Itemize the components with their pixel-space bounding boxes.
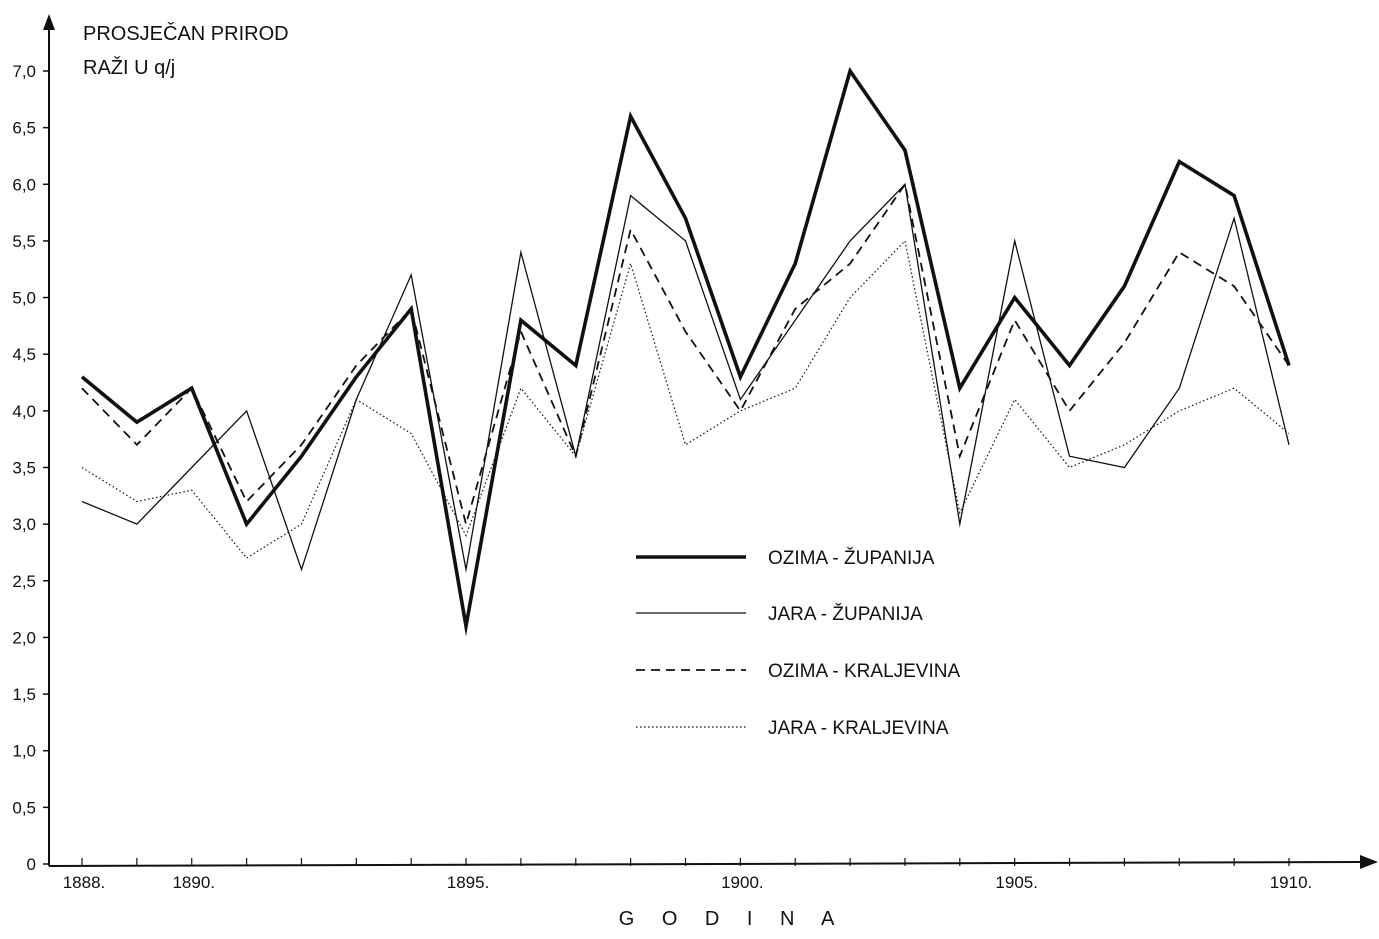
y-tick-label: 7,0 (12, 62, 36, 81)
x-axis-line (48, 861, 1363, 867)
series-line-ozima-zupanija (80, 66, 1291, 637)
x-tick-label: 1888. (63, 873, 106, 892)
y-tick-label: 0,5 (12, 798, 36, 817)
x-tick-label: 1905. (995, 873, 1038, 892)
y-tick-label: 2,0 (12, 628, 36, 647)
y-axis-ticks: 0 0,5 1,0 1,5 2,0 2,5 3,0 3,5 4,0 4,5 5,0 5,5 6,0 6,5… (12, 62, 49, 874)
x-axis-ticks: 1888. 1890. 1895. 1900. 1905. 1910. (63, 858, 1313, 892)
series-line-ozima-kraljevina (81, 182, 1290, 528)
y-tick-label: 2,5 (12, 572, 36, 591)
series-lines (80, 66, 1291, 637)
series-line-jara-zupanija (81, 182, 1290, 574)
y-tick-label: 5,5 (12, 232, 36, 251)
y-tick-label: 1,0 (12, 742, 36, 761)
chart-title-line-2: RAŽI U q/j (83, 56, 175, 79)
legend-label-ozima-zupanija: OZIMA - ŽUPANIJA (768, 547, 935, 569)
x-axis-label: G O D I N A (619, 908, 846, 930)
y-tick-label: 1,5 (12, 685, 36, 704)
chart-title-line-1: PROSJEČAN PRIROD (83, 22, 289, 45)
x-tick-label: 1890. (172, 873, 215, 892)
legend-label-jara-kraljevina: JARA - KRALJEVINA (768, 718, 949, 739)
legend: OZIMA - ŽUPANIJA JARA - ŽUPANIJA OZIMA -… (636, 547, 960, 739)
y-tick-label: 0 (27, 855, 36, 874)
y-tick-label: 3,0 (12, 515, 36, 534)
legend-item-jara-zupanija: JARA - ŽUPANIJA (636, 603, 923, 625)
y-tick-label: 4,0 (12, 402, 36, 421)
legend-item-ozima-zupanija: OZIMA - ŽUPANIJA (636, 547, 935, 569)
x-axis-arrow (1360, 855, 1378, 869)
legend-item-jara-kraljevina: JARA - KRALJEVINA (636, 718, 949, 739)
y-tick-label: 6,5 (12, 119, 36, 138)
x-tick-label: 1900. (721, 873, 764, 892)
y-tick-label: 6,0 (12, 175, 36, 194)
x-tick-label: 1910. (1270, 873, 1313, 892)
legend-label-jara-zupanija: JARA - ŽUPANIJA (768, 603, 923, 625)
series-line-jara-kraljevina (81, 239, 1290, 559)
y-tick-label: 3,5 (12, 459, 36, 478)
y-tick-label: 5,0 (12, 289, 36, 308)
y-axis-arrow (43, 14, 55, 30)
x-tick-label: 1895. (447, 873, 490, 892)
legend-item-ozima-kraljevina: OZIMA - KRALJEVINA (636, 661, 960, 682)
legend-label-ozima-kraljevina: OZIMA - KRALJEVINA (768, 661, 960, 682)
y-tick-label: 4,5 (12, 345, 36, 364)
